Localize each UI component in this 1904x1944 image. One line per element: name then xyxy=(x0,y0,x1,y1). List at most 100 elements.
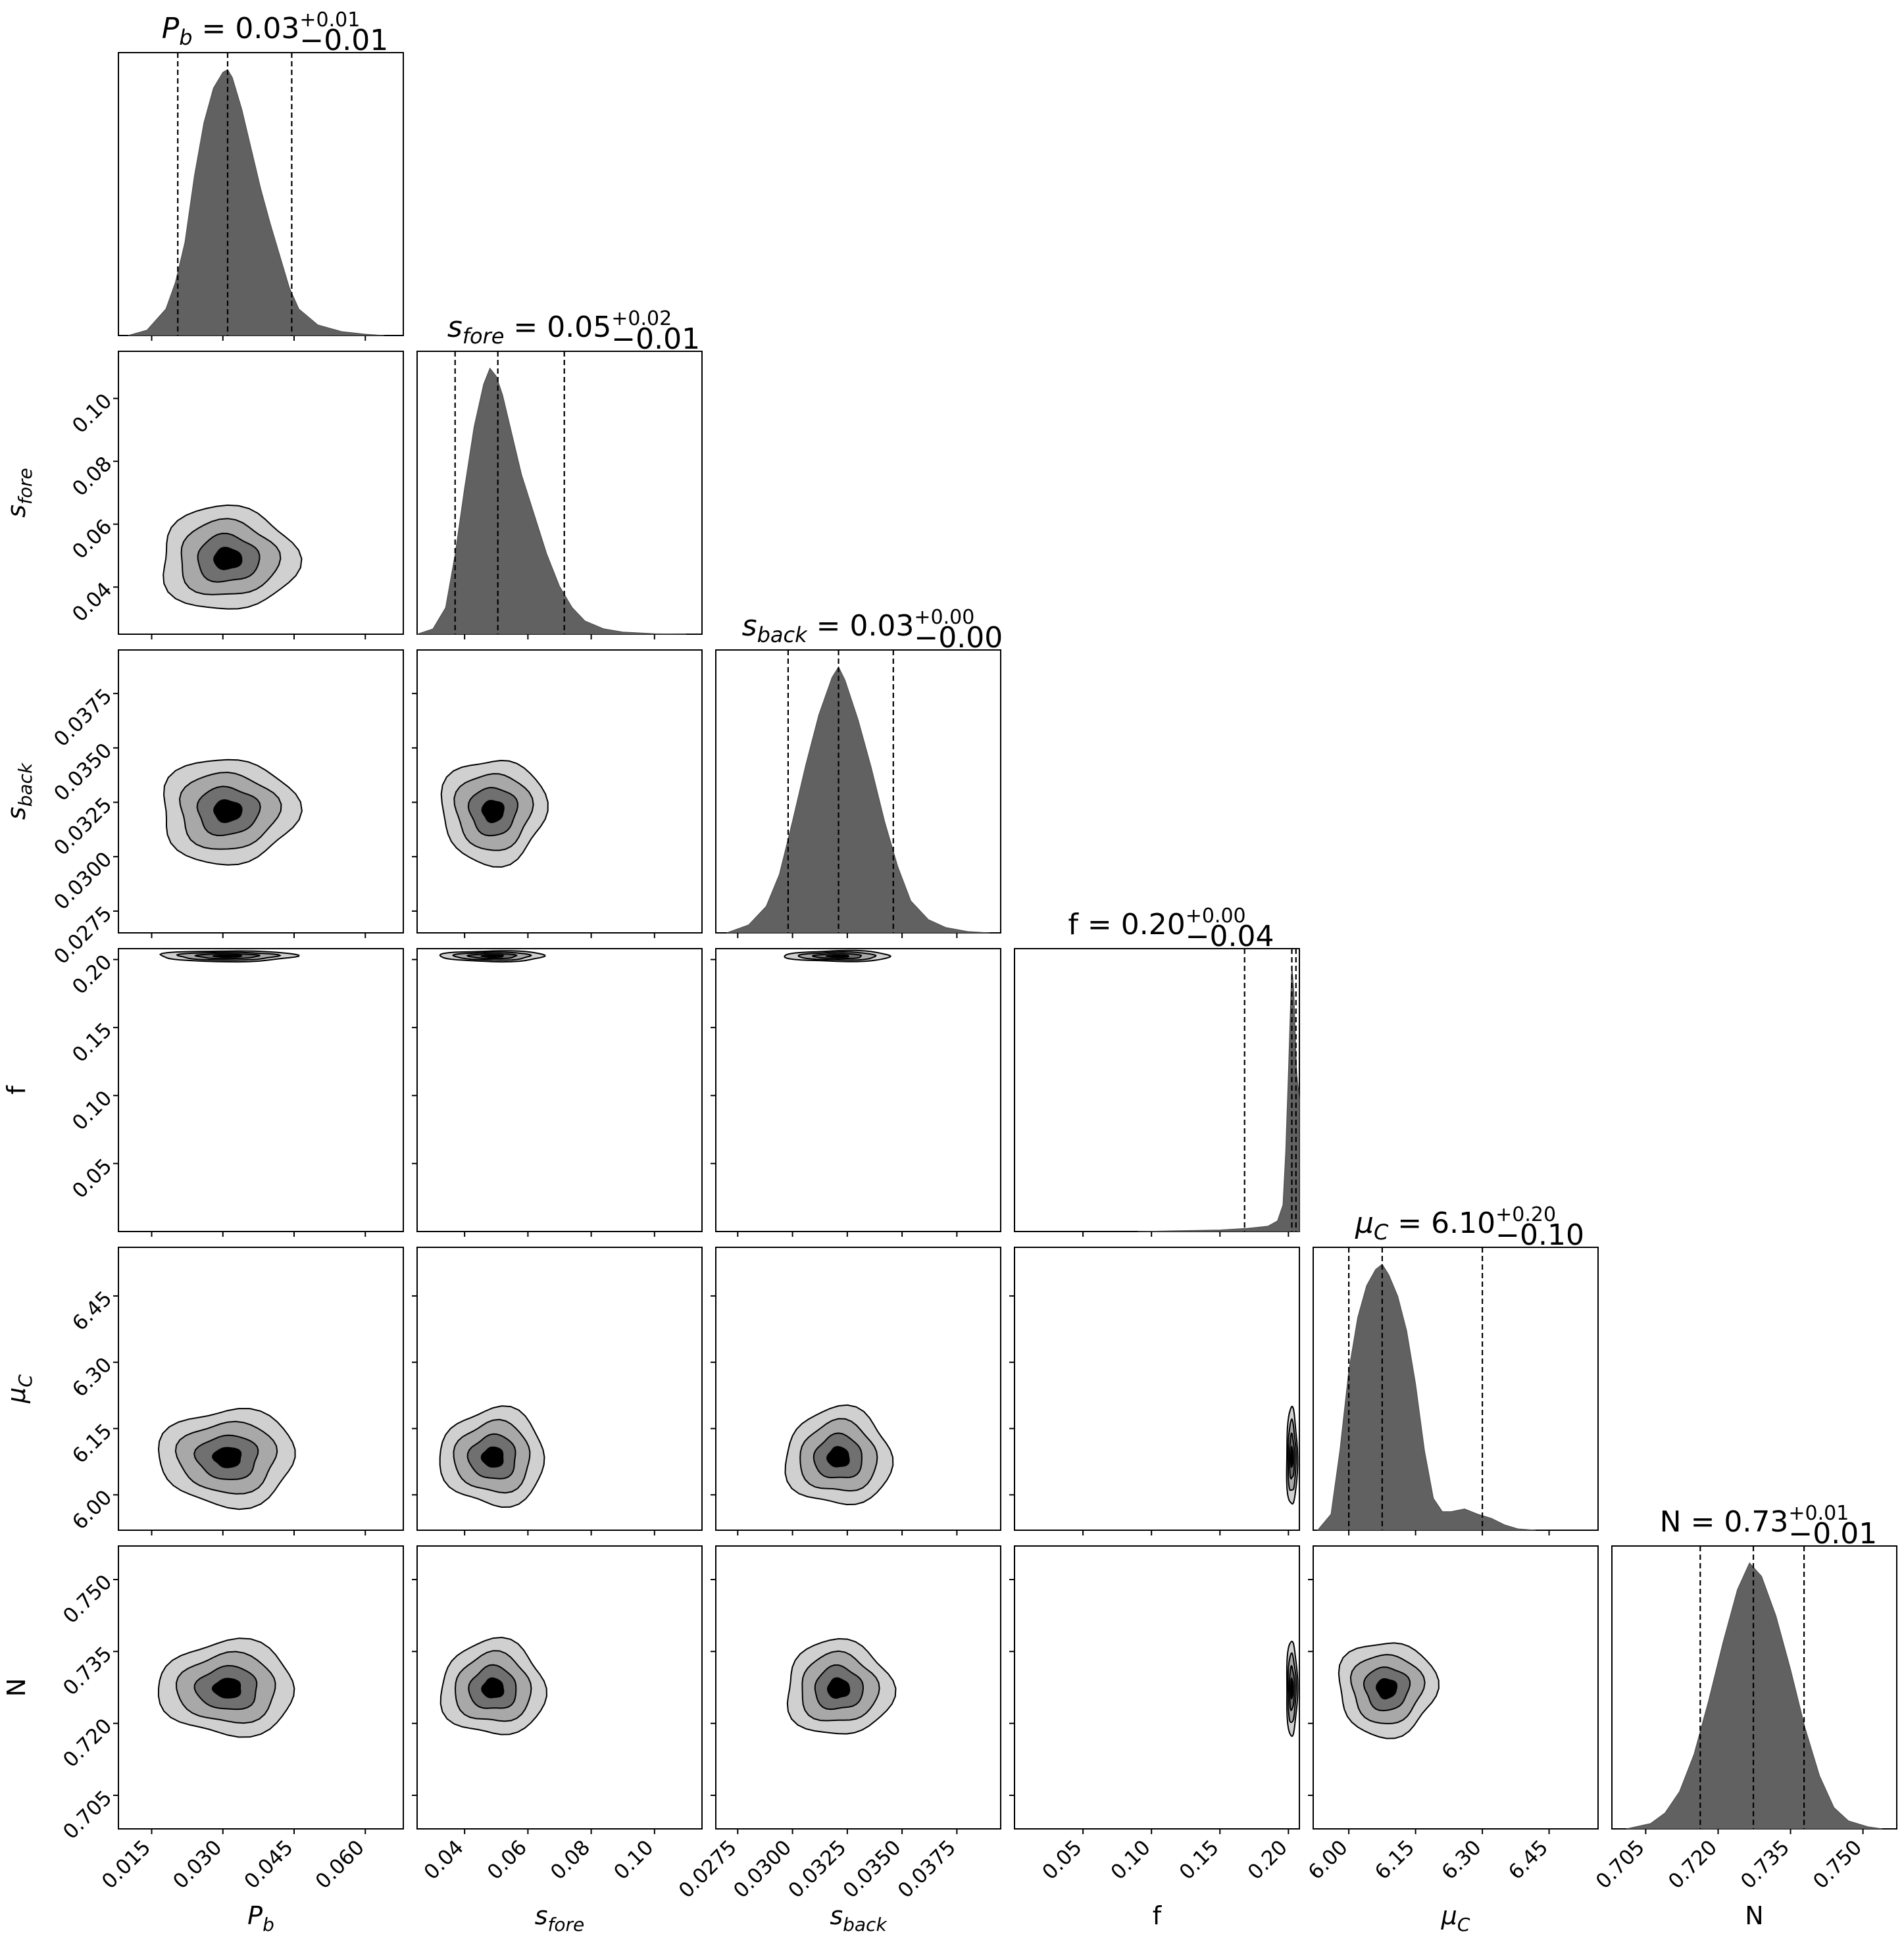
title-sub-sback: back xyxy=(757,622,809,647)
histogram-Pb xyxy=(128,69,385,336)
xlabel-sfore-sub: fore xyxy=(548,1914,585,1935)
ytick-label-N-1: 0.720 xyxy=(59,1714,116,1772)
title-sfore: sfore = 0.05+0.02 xyxy=(447,307,672,349)
xtick-label-N-0: 0.705 xyxy=(1591,1835,1649,1893)
title-minus-sfore: −0.01 xyxy=(611,322,700,356)
histogram-sback xyxy=(726,666,990,934)
xlabel-Pb: Pb xyxy=(247,1901,274,1935)
xlabel-f: f xyxy=(1153,1901,1163,1930)
xlabel-muC-main: μ xyxy=(1441,1901,1457,1930)
contour-level-Pb-muC-3 xyxy=(212,1447,242,1468)
xlabel-Pb-main: P xyxy=(247,1901,263,1930)
title-sub-muC: C xyxy=(1374,1220,1389,1245)
contour-level-muC-N-3 xyxy=(1376,1678,1397,1700)
ytick-label-sfore-0: 0.04 xyxy=(68,578,116,626)
title-Pb: Pb = 0.03+0.01 xyxy=(162,9,361,50)
ytick-label-f-2: 0.15 xyxy=(68,1018,116,1067)
ytick-label-sfore-1: 0.06 xyxy=(68,515,116,564)
ytick-label-muC-3: 6.45 xyxy=(68,1287,116,1335)
ylabel-sfore-sub: fore xyxy=(14,468,36,505)
xtick-label-Pb-0: 0.015 xyxy=(97,1835,155,1893)
xlabel-sfore: sfore xyxy=(535,1901,585,1935)
title-param-muC: μ xyxy=(1355,1207,1374,1240)
contour-panel-sback-N xyxy=(715,1545,1001,1830)
xtick-label-sfore-2: 0.08 xyxy=(546,1835,595,1884)
ytick-label-sback-4: 0.0375 xyxy=(49,684,116,751)
histogram-muC xyxy=(1316,1264,1536,1531)
xtick-label-sback-0: 0.0275 xyxy=(674,1835,741,1903)
title-minus-Pb: −0.01 xyxy=(299,24,388,57)
ytick-label-sback-1: 0.0300 xyxy=(49,847,116,914)
contour-frame-f-N xyxy=(1014,1545,1300,1830)
xtick-label-muC-1: 6.15 xyxy=(1370,1835,1419,1884)
contour-level-sback-f-3 xyxy=(825,954,849,958)
xtick-label-Pb-1: 0.030 xyxy=(168,1835,226,1893)
contour-panel-sback-muC xyxy=(715,1247,1001,1531)
contour-level-sback-N-3 xyxy=(826,1677,851,1699)
ylabel-f-main: f xyxy=(2,1085,31,1095)
xlabel-sback-sub: back xyxy=(843,1914,888,1935)
ytick-label-muC-0: 6.00 xyxy=(68,1485,116,1534)
ylabel-sfore: sfore xyxy=(2,468,36,518)
contour-panel-sfore-N xyxy=(416,1545,703,1830)
contour-level-Pb-N-3 xyxy=(211,1678,241,1699)
ytick-label-N-0: 0.705 xyxy=(59,1786,116,1844)
hist-panel-sfore: sfore = 0.05+0.02−0.01 xyxy=(416,307,703,635)
contour-level-sfore-sback-3 xyxy=(481,799,505,824)
title-eq-Pb: = 0.03 xyxy=(193,12,300,45)
title-minus-muC: −0.10 xyxy=(1495,1218,1584,1252)
contour-panel-Pb-f xyxy=(118,948,404,1232)
xtick-label-sfore-1: 0.06 xyxy=(483,1835,532,1884)
title-eq-sback: = 0.03 xyxy=(807,609,914,643)
contour-frame-Pb-f xyxy=(118,948,404,1232)
ylabel-sback: sback xyxy=(2,762,36,820)
histogram-sfore xyxy=(416,367,686,635)
xtick-label-muC-0: 6.00 xyxy=(1304,1835,1353,1884)
contour-panel-sfore-sback xyxy=(416,649,703,934)
title-eq-muC: = 6.10 xyxy=(1388,1207,1495,1240)
title-param-f: f xyxy=(1068,908,1079,941)
contour-level-sfore-N-3 xyxy=(481,1677,505,1699)
ytick-label-N-2: 0.735 xyxy=(59,1642,116,1700)
ylabel-muC: μC xyxy=(2,1374,36,1404)
ylabel-sback-sub: back xyxy=(14,762,36,807)
contour-panel-sfore-muC xyxy=(416,1247,703,1531)
ylabel-f: f xyxy=(2,1085,31,1095)
xlabel-N-main: N xyxy=(1745,1901,1763,1930)
title-plus-sfore: +0.02 xyxy=(611,307,672,330)
xtick-label-N-3: 0.750 xyxy=(1809,1835,1866,1893)
title-param-N: N xyxy=(1660,1505,1682,1539)
title-sback: sback = 0.03+0.00 xyxy=(742,606,975,647)
contour-panel-Pb-sback xyxy=(118,649,404,934)
ytick-label-sback-2: 0.0325 xyxy=(49,793,116,860)
xtick-label-Pb-2: 0.045 xyxy=(239,1835,297,1893)
ytick-label-sback-3: 0.0350 xyxy=(49,739,116,806)
xtick-label-f-2: 0.15 xyxy=(1175,1835,1224,1884)
ylabel-N: N xyxy=(2,1678,31,1697)
xlabel-muC-sub: C xyxy=(1457,1914,1470,1935)
title-N: N = 0.73+0.01 xyxy=(1660,1502,1849,1539)
title-minus-sback: −0.00 xyxy=(914,621,1003,655)
xtick-label-sback-1: 0.0300 xyxy=(729,1835,796,1903)
contour-level-sfore-f-3 xyxy=(480,954,505,959)
xtick-label-sback-3: 0.0350 xyxy=(839,1835,906,1903)
histogram-N xyxy=(1626,1562,1883,1830)
ytick-label-sfore-3: 0.10 xyxy=(68,389,116,438)
title-plus-muC: +0.20 xyxy=(1495,1203,1556,1226)
contour-frame-sfore-sback xyxy=(416,649,703,934)
title-f: f = 0.20+0.00 xyxy=(1068,905,1245,941)
contour-panel-muC-N xyxy=(1313,1545,1599,1830)
ylabel-sback-main: s xyxy=(2,807,31,820)
contour-panel-Pb-N xyxy=(118,1545,404,1830)
contour-level-f-N-3 xyxy=(1290,1677,1294,1700)
ylabel-muC-sub: C xyxy=(14,1374,36,1387)
xlabel-sback-main: s xyxy=(830,1901,843,1930)
ytick-label-N-3: 0.750 xyxy=(59,1570,116,1628)
xtick-label-muC-3: 6.45 xyxy=(1504,1835,1553,1884)
title-sub-Pb: b xyxy=(179,25,192,50)
title-plus-f: +0.00 xyxy=(1186,905,1246,928)
hist-panel-sback: sback = 0.03+0.00−0.00 xyxy=(715,606,1003,934)
title-minus-f: −0.04 xyxy=(1186,920,1274,953)
hist-frame-f xyxy=(1014,948,1300,1232)
xtick-label-sfore-3: 0.10 xyxy=(609,1835,658,1884)
